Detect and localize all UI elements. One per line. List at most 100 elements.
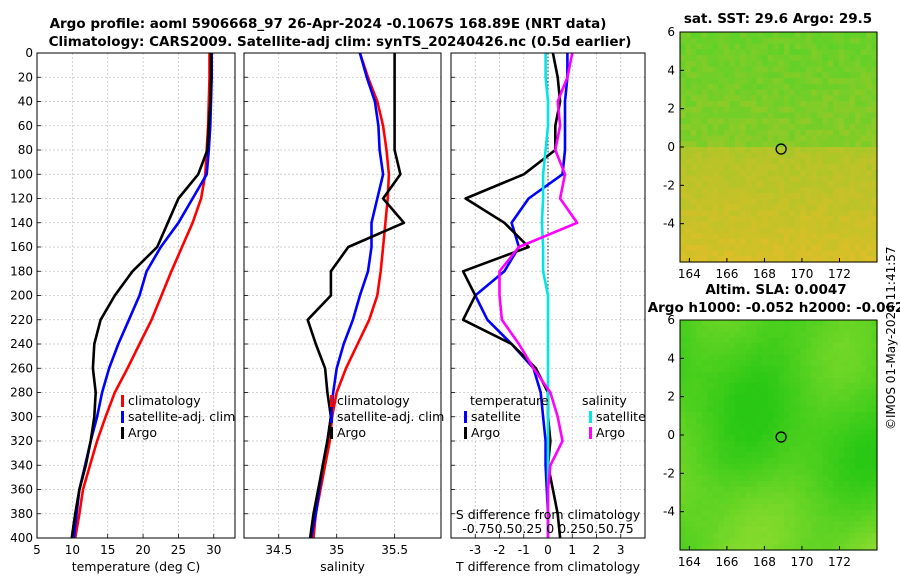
map-cell <box>756 417 763 425</box>
map-cell <box>827 429 834 436</box>
map-cell <box>849 32 856 39</box>
map-cell <box>707 354 714 361</box>
map-cell <box>729 135 736 142</box>
map-cell <box>690 83 697 91</box>
map-cell <box>729 60 736 68</box>
map-cell <box>740 486 747 494</box>
map-cell <box>751 66 758 73</box>
map-cell <box>685 227 692 234</box>
map-cell <box>751 118 758 125</box>
map-cell <box>740 394 747 402</box>
map-x-tick-label: 170 <box>790 267 813 281</box>
map-cell <box>718 354 725 361</box>
map-cell <box>762 498 769 505</box>
map-cell <box>718 320 725 327</box>
map-cell <box>696 440 703 448</box>
legend-swatch-satellite-clim <box>330 411 333 423</box>
map-cell <box>740 37 747 45</box>
map-cell <box>871 152 878 160</box>
map-cell <box>778 343 785 350</box>
map-cell <box>718 498 725 505</box>
map-cell <box>729 394 736 402</box>
map-cell <box>729 429 736 436</box>
map-cell <box>838 435 845 442</box>
map-cell <box>784 458 791 465</box>
map-cell <box>784 164 791 171</box>
map-cell <box>751 124 758 131</box>
map-cell <box>866 412 873 419</box>
map-cell <box>849 486 856 494</box>
map-cell <box>712 463 719 471</box>
map-cell <box>811 72 818 79</box>
map-cell <box>778 377 785 384</box>
map-cell <box>789 348 796 356</box>
map-cell <box>778 135 785 142</box>
map-cell <box>849 463 856 471</box>
map-cell <box>789 366 796 373</box>
map-cell <box>778 221 785 229</box>
map-cell <box>751 325 758 333</box>
map-cell <box>816 440 823 448</box>
map-cell <box>871 204 878 211</box>
map-cell <box>707 175 714 183</box>
map-cell <box>789 112 796 119</box>
map-cell <box>773 101 780 108</box>
map-cell <box>794 193 801 200</box>
map-cell <box>712 469 719 476</box>
map-cell <box>734 417 741 425</box>
map-cell <box>745 221 752 229</box>
map-cell <box>680 331 687 338</box>
map-cell <box>729 106 736 114</box>
map-cell <box>805 544 812 551</box>
map-cell <box>784 377 791 384</box>
map-cell <box>685 83 692 91</box>
map-cell <box>718 210 725 217</box>
map-cell <box>696 498 703 505</box>
map-cell <box>767 417 774 425</box>
map-cell <box>756 175 763 183</box>
map-cell <box>860 49 867 56</box>
map-cell <box>784 331 791 338</box>
map-cell <box>811 417 818 425</box>
map-cell <box>860 181 867 188</box>
map-cell <box>696 83 703 91</box>
map-cell <box>849 371 856 379</box>
map-cell <box>685 417 692 425</box>
map-cell <box>833 193 840 200</box>
map-cell <box>756 72 763 79</box>
map-cell <box>789 49 796 56</box>
map-cell <box>800 366 807 373</box>
map-cell <box>723 492 730 499</box>
map-cell <box>773 406 780 413</box>
map-cell <box>866 400 873 407</box>
map-cell <box>767 486 774 494</box>
map-cell <box>794 43 801 50</box>
map-cell <box>701 452 708 459</box>
map-cell <box>762 354 769 361</box>
map-cell <box>805 360 812 367</box>
map-cell <box>800 354 807 361</box>
map-cell <box>740 227 747 234</box>
map-cell <box>723 72 730 79</box>
map-cell <box>762 112 769 119</box>
map-cell <box>784 544 791 551</box>
map-cell <box>685 320 692 327</box>
map-cell <box>800 377 807 384</box>
map-cell <box>811 118 818 125</box>
map-cell <box>871 429 878 436</box>
map-cell <box>751 417 758 425</box>
map-cell <box>680 60 687 68</box>
map-cell <box>844 481 851 488</box>
map-cell <box>680 515 687 522</box>
map-cell <box>762 389 769 396</box>
map-cell <box>822 37 829 45</box>
map-cell <box>800 504 807 511</box>
map-cell <box>811 175 818 183</box>
map-cell <box>723 118 730 125</box>
map-cell <box>827 343 834 350</box>
map-cell <box>855 423 862 430</box>
map-cell <box>811 532 818 540</box>
map-cell <box>844 532 851 540</box>
map-cell <box>712 256 719 263</box>
map-cell <box>871 527 878 534</box>
